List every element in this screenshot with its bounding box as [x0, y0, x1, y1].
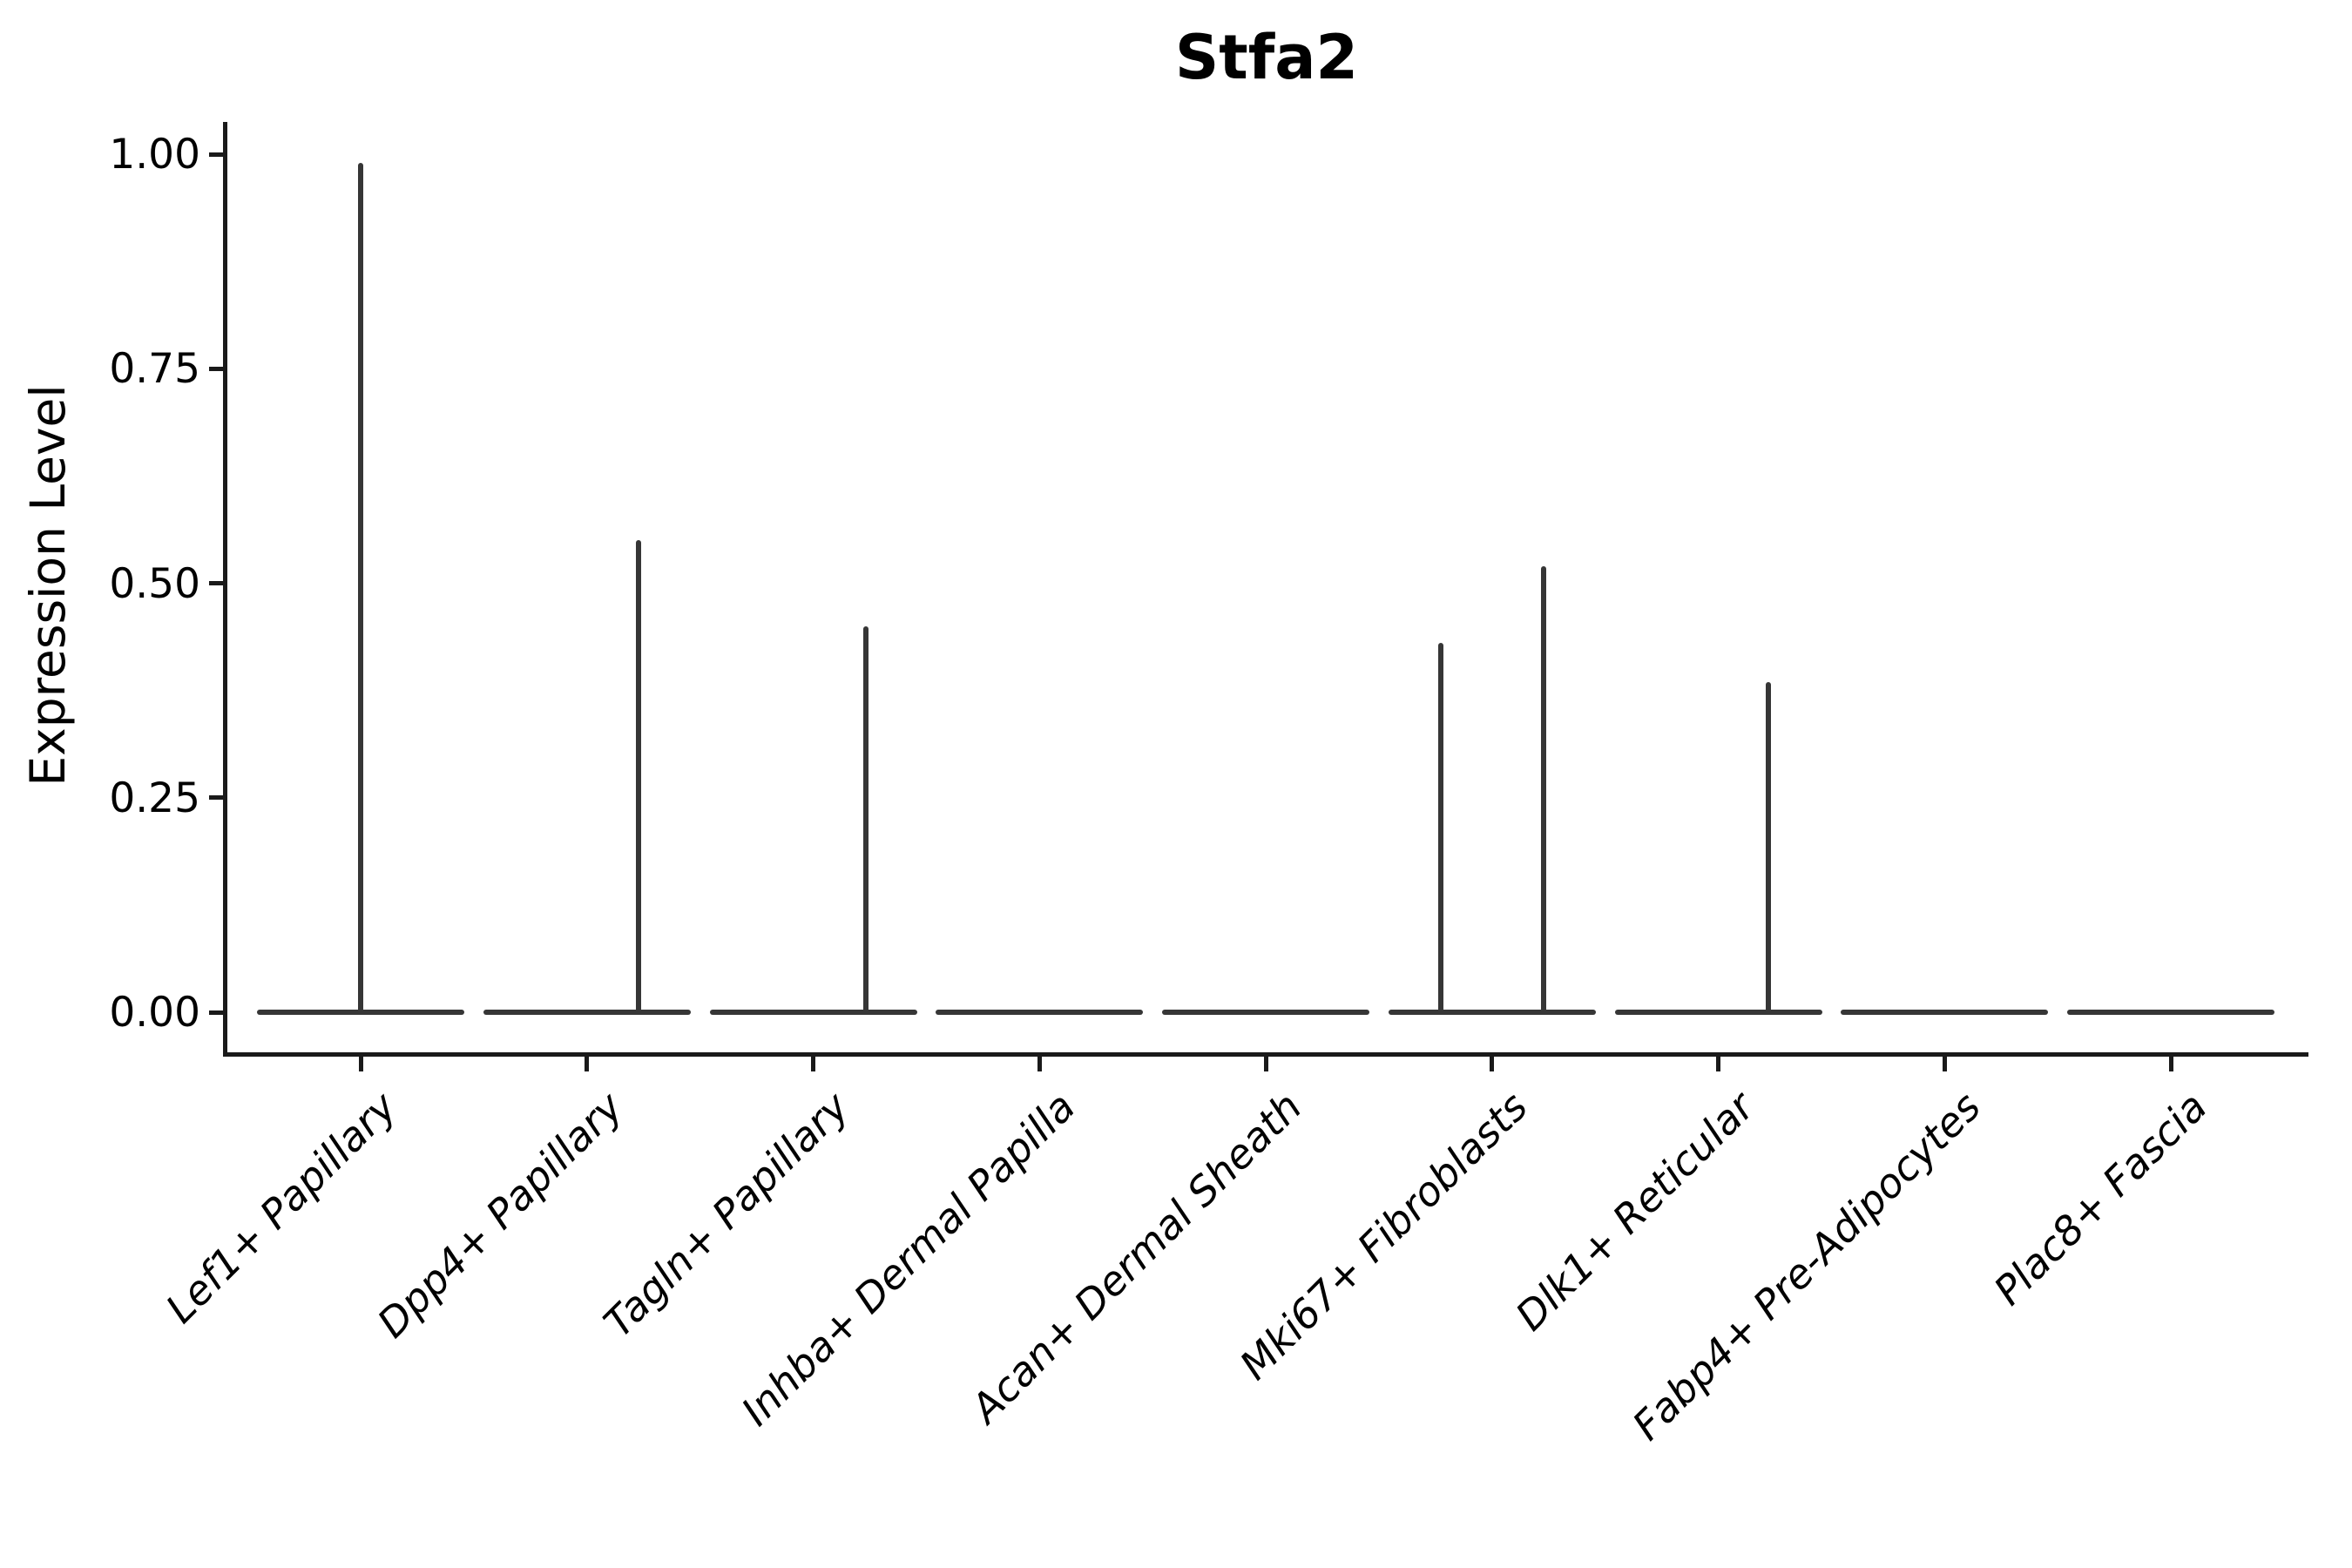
y-tick-mark: [209, 795, 223, 801]
violin-body: [936, 1010, 1144, 1015]
x-tick-label: Dlk1+ Reticular: [1506, 1083, 1763, 1340]
violin-spike: [862, 625, 868, 1015]
x-tick-mark: [358, 1057, 363, 1071]
x-tick-mark: [1490, 1057, 1495, 1071]
plot-title: Stfa2: [1174, 22, 1359, 93]
y-tick-mark: [209, 152, 223, 157]
y-tick-mark: [209, 366, 223, 371]
x-axis-spine: [223, 1052, 2308, 1057]
violin-body: [1162, 1010, 1369, 1015]
violin-spike: [1437, 643, 1443, 1015]
y-tick-label: 0.50: [109, 559, 200, 608]
violin-body: [709, 1010, 917, 1015]
violin-spike: [1766, 681, 1772, 1015]
y-tick-label: 0.25: [109, 774, 200, 822]
x-tick-mark: [2168, 1057, 2173, 1071]
violin-spike: [1540, 565, 1546, 1015]
violin-body: [1614, 1010, 1822, 1015]
x-tick-mark: [585, 1057, 590, 1071]
violin-spike: [358, 162, 363, 1015]
x-tick-mark: [811, 1057, 815, 1071]
y-tick-mark: [209, 1010, 223, 1015]
y-tick-mark: [209, 581, 223, 585]
violin-body: [483, 1010, 691, 1015]
y-tick-label: 0.75: [109, 345, 200, 394]
x-tick-label: Lef1+ Papillary: [156, 1083, 406, 1333]
violin-body: [1841, 1010, 2049, 1015]
x-tick-mark: [1263, 1057, 1268, 1071]
x-tick-label: Plac8+ Fascia: [1984, 1083, 2216, 1315]
y-axis-spine: [223, 122, 227, 1057]
x-tick-label: Tagln+ Papillary: [594, 1083, 858, 1347]
y-tick-label: 0.00: [109, 989, 200, 1037]
x-tick-mark: [1942, 1057, 1947, 1071]
x-tick-mark: [1716, 1057, 1720, 1071]
violin-body: [1388, 1010, 1596, 1015]
violin-body: [2067, 1010, 2274, 1015]
y-tick-label: 1.00: [109, 131, 200, 179]
violin-spike: [635, 540, 641, 1015]
x-tick-label: Dpp4+ Papillary: [368, 1083, 632, 1347]
x-tick-mark: [1037, 1057, 1042, 1071]
